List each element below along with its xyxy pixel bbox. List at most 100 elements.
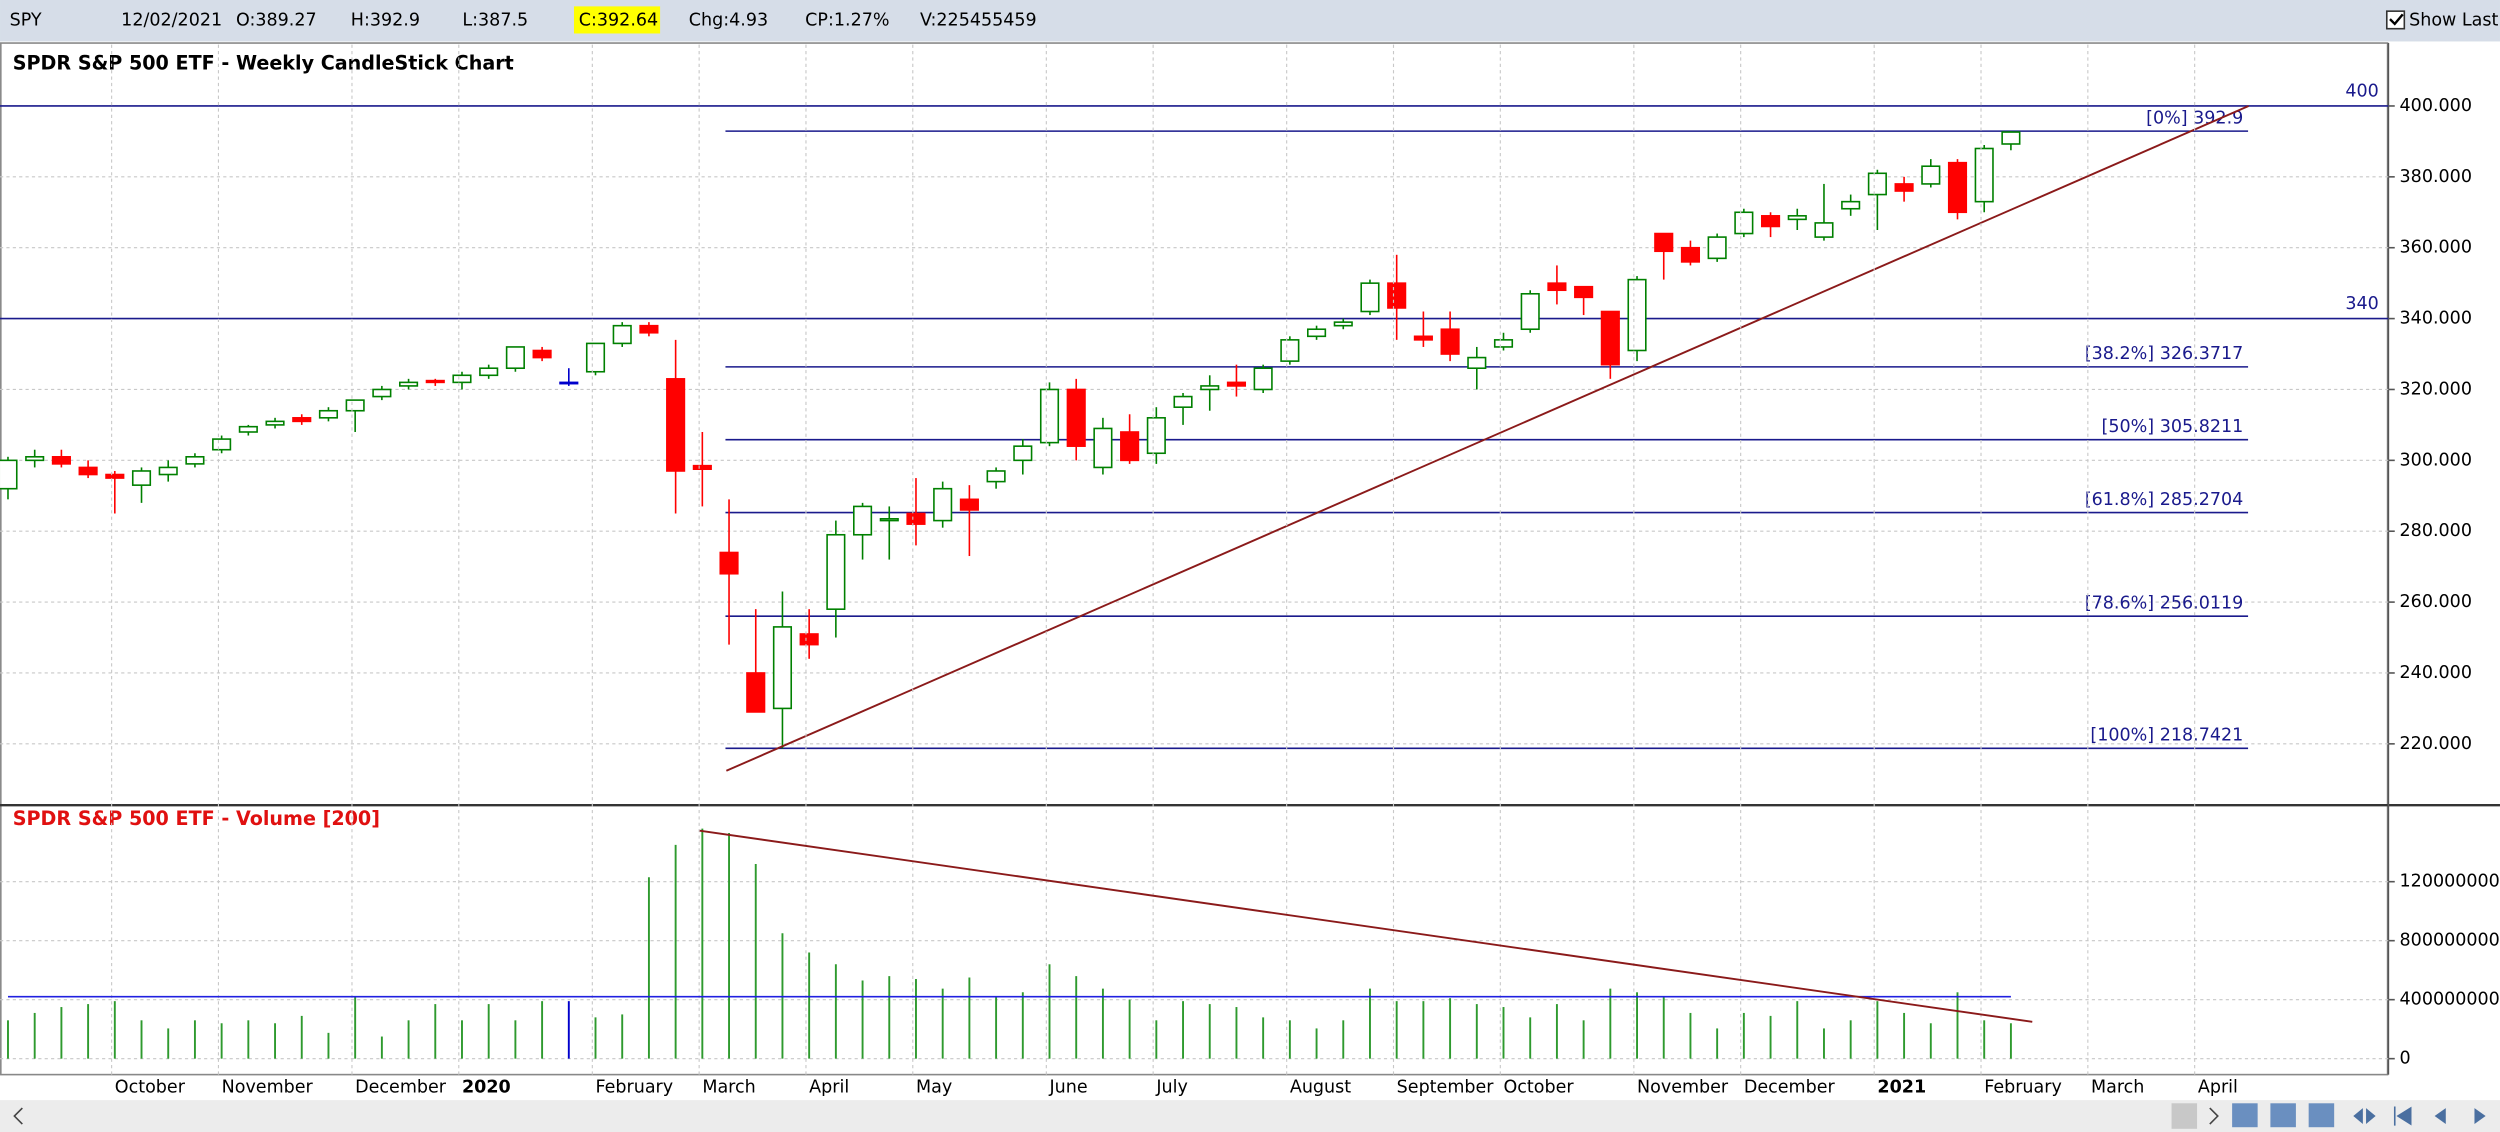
- x-tick-label: February: [596, 1077, 674, 1097]
- candle-body: [585, 342, 606, 373]
- x-tick-label: December: [355, 1077, 447, 1097]
- candle-body: [1520, 292, 1540, 331]
- zoom-button[interactable]: [2270, 1103, 2296, 1128]
- nav-button[interactable]: [2353, 1108, 2376, 1125]
- candle-body: [826, 533, 846, 610]
- x-tick-label: December: [1744, 1077, 1836, 1097]
- x-tick-label: August: [1290, 1077, 1351, 1097]
- candle-body: [933, 487, 953, 522]
- y-tick-label: 240.000: [2400, 663, 2472, 683]
- candle-body: [452, 374, 472, 384]
- candle-body: [1146, 417, 1166, 455]
- candle-body: [1306, 328, 1327, 338]
- y-tick-label: 800000000: [2400, 931, 2500, 951]
- x-tick-label: March: [2091, 1077, 2144, 1097]
- candle-body: [345, 399, 365, 412]
- candle-body: [1440, 328, 1460, 355]
- candle-body: [1173, 395, 1193, 408]
- y-tick-label: 400000000: [2400, 990, 2500, 1010]
- horizontal-line-label: 400: [2345, 82, 2378, 102]
- scroll-thumb[interactable]: [2171, 1103, 2198, 1129]
- x-tick-label: June: [1049, 1077, 1088, 1097]
- scrollbar[interactable]: [0, 1100, 2500, 1132]
- candle-body: [425, 379, 445, 384]
- candle-body: [692, 464, 712, 471]
- fib-label: [100%] 218.7421: [2090, 726, 2243, 746]
- candle-body: [505, 346, 525, 370]
- y-tick-label: 280.000: [2400, 521, 2472, 541]
- candle-body: [959, 498, 979, 511]
- candle-body: [1600, 310, 1620, 366]
- candle-body: [131, 470, 152, 486]
- candle-body: [772, 626, 793, 710]
- x-tick-label: 2021: [1877, 1077, 1926, 1097]
- checkmark: [2389, 13, 2404, 26]
- candle-body: [2001, 131, 2021, 145]
- candle-body: [238, 425, 258, 433]
- candle-body: [1760, 215, 1781, 228]
- zoom-button[interactable]: [2308, 1103, 2335, 1128]
- candle-body: [853, 505, 873, 536]
- show-last-checkbox[interactable]: [2385, 10, 2406, 30]
- candle-body: [1200, 385, 1220, 391]
- x-tick-label: November: [1637, 1077, 1729, 1097]
- scroll-left[interactable]: [13, 1107, 23, 1125]
- nav-button[interactable]: [2474, 1108, 2486, 1125]
- candle-body: [559, 381, 579, 385]
- candle-body: [1333, 321, 1353, 327]
- show-last-label[interactable]: Show Last: [2409, 11, 2498, 31]
- header-bar: [0, 0, 2500, 42]
- nav-button[interactable]: [2434, 1108, 2446, 1125]
- candle-body: [0, 459, 18, 490]
- x-tick-label: September: [1397, 1077, 1495, 1097]
- change: Chg:4.93: [689, 11, 768, 31]
- scroll-right[interactable]: [2209, 1107, 2219, 1125]
- trendline: [699, 829, 2033, 1023]
- price-title: SPDR S&P 500 ETF - Weekly CandleStick Ch…: [13, 51, 514, 74]
- candle-body: [1841, 200, 1861, 210]
- candle-body: [1226, 381, 1247, 387]
- nav-button[interactable]: [2393, 1106, 2412, 1126]
- candle-body: [318, 409, 339, 419]
- candle-body: [1013, 445, 1033, 462]
- candle-body: [1120, 431, 1140, 462]
- fib-label: [0%] 392.9: [2146, 108, 2243, 128]
- zoom-button[interactable]: [2232, 1103, 2258, 1128]
- x-tick-label: 2020: [462, 1077, 511, 1097]
- volume-title: SPDR S&P 500 ETF - Volume [200]: [13, 807, 380, 830]
- candle-body: [78, 466, 98, 476]
- candle-body: [265, 420, 285, 426]
- candle-body: [1253, 367, 1273, 391]
- candle-body: [906, 512, 926, 525]
- open: O:389.27: [236, 11, 317, 31]
- y-tick-label: 260.000: [2400, 592, 2472, 612]
- candle-body: [1066, 388, 1086, 447]
- high: H:392.9: [351, 11, 420, 31]
- candle-body: [1493, 339, 1514, 348]
- trendline: [725, 105, 2249, 772]
- candle-body: [1814, 222, 1834, 238]
- candle-body: [986, 470, 1006, 483]
- plot-frame: [0, 42, 2389, 1076]
- candle-body: [1039, 388, 1060, 444]
- fib-label: [78.6%] 256.0119: [2085, 593, 2243, 613]
- candle-body: [719, 551, 739, 575]
- candle-body: [1654, 232, 1674, 253]
- candle-body: [1734, 211, 1754, 235]
- candle-body: [1574, 285, 1594, 299]
- fib-label: [50%] 305.8211: [2102, 417, 2244, 437]
- y-tick-label: 220.000: [2400, 734, 2472, 754]
- x-tick-label: October: [1504, 1077, 1575, 1097]
- candle-body: [1947, 161, 1968, 214]
- x-tick-label: February: [1984, 1077, 2062, 1097]
- candle-body: [1360, 282, 1380, 313]
- candle-body: [372, 388, 392, 398]
- change-pct: CP:1.27%: [805, 11, 889, 31]
- x-tick-label: March: [702, 1077, 755, 1097]
- x-tick-label: November: [222, 1077, 314, 1097]
- candle-body: [1280, 339, 1300, 362]
- horizontal-line-label: 340: [2345, 294, 2378, 314]
- candle-body: [1894, 183, 1914, 192]
- candle-body: [666, 378, 686, 472]
